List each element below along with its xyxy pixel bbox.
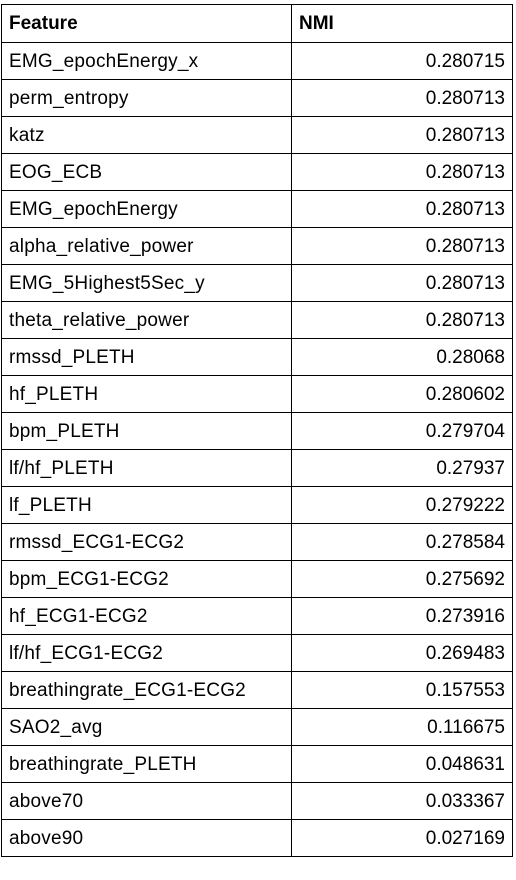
feature-cell[interactable]: lf_PLETH [1, 486, 292, 524]
table-row: bpm_PLETH 0.279704 [1, 412, 513, 450]
table-row: hf_ECG1-ECG2 0.273916 [1, 597, 513, 635]
table-row: lf_PLETH 0.279222 [1, 486, 513, 524]
feature-cell[interactable]: above70 [1, 782, 292, 820]
nmi-cell[interactable]: 0.280713 [291, 264, 513, 302]
table-row: EMG_epochEnergy_x 0.280715 [1, 42, 513, 80]
table-row: SAO2_avg 0.116675 [1, 708, 513, 746]
table-row: rmssd_PLETH 0.28068 [1, 338, 513, 376]
feature-cell[interactable]: alpha_relative_power [1, 227, 292, 265]
nmi-cell[interactable]: 0.027169 [291, 819, 513, 857]
nmi-cell[interactable]: 0.279222 [291, 486, 513, 524]
table-row: hf_PLETH 0.280602 [1, 375, 513, 413]
table-row: rmssd_ECG1-ECG2 0.278584 [1, 523, 513, 561]
table-row: perm_entropy 0.280713 [1, 79, 513, 117]
feature-cell[interactable]: theta_relative_power [1, 301, 292, 339]
feature-cell[interactable]: bpm_PLETH [1, 412, 292, 450]
nmi-cell[interactable]: 0.116675 [291, 708, 513, 746]
nmi-cell[interactable]: 0.280713 [291, 79, 513, 117]
feature-cell[interactable]: bpm_ECG1-ECG2 [1, 560, 292, 598]
table-row: alpha_relative_power 0.280713 [1, 227, 513, 265]
nmi-cell[interactable]: 0.27937 [291, 449, 513, 487]
nmi-cell[interactable]: 0.280713 [291, 153, 513, 191]
feature-cell[interactable]: hf_ECG1-ECG2 [1, 597, 292, 635]
table-row: theta_relative_power 0.280713 [1, 301, 513, 339]
feature-cell[interactable]: SAO2_avg [1, 708, 292, 746]
feature-cell[interactable]: EMG_5Highest5Sec_y [1, 264, 292, 302]
feature-cell[interactable]: rmssd_PLETH [1, 338, 292, 376]
table-row: lf/hf_ECG1-ECG2 0.269483 [1, 634, 513, 672]
table-row: above70 0.033367 [1, 782, 513, 820]
nmi-cell[interactable]: 0.280713 [291, 190, 513, 228]
table-row: breathingrate_ECG1-ECG2 0.157553 [1, 671, 513, 709]
feature-cell[interactable]: lf/hf_PLETH [1, 449, 292, 487]
nmi-cell[interactable]: 0.278584 [291, 523, 513, 561]
table-row: EMG_epochEnergy 0.280713 [1, 190, 513, 228]
feature-cell[interactable]: breathingrate_ECG1-ECG2 [1, 671, 292, 709]
nmi-cell[interactable]: 0.157553 [291, 671, 513, 709]
table-row: katz 0.280713 [1, 116, 513, 154]
header-nmi[interactable]: NMI [291, 4, 513, 43]
feature-cell[interactable]: breathingrate_PLETH [1, 745, 292, 783]
table-row: EMG_5Highest5Sec_y 0.280713 [1, 264, 513, 302]
table-row: bpm_ECG1-ECG2 0.275692 [1, 560, 513, 598]
nmi-cell[interactable]: 0.280713 [291, 116, 513, 154]
header-row: Feature NMI [1, 4, 513, 43]
feature-cell[interactable]: rmssd_ECG1-ECG2 [1, 523, 292, 561]
nmi-cell[interactable]: 0.280602 [291, 375, 513, 413]
feature-cell[interactable]: hf_PLETH [1, 375, 292, 413]
nmi-cell[interactable]: 0.269483 [291, 634, 513, 672]
feature-cell[interactable]: lf/hf_ECG1-ECG2 [1, 634, 292, 672]
nmi-cell[interactable]: 0.048631 [291, 745, 513, 783]
table-row: breathingrate_PLETH 0.048631 [1, 745, 513, 783]
feature-cell[interactable]: perm_entropy [1, 79, 292, 117]
feature-nmi-table: Feature NMI EMG_epochEnergy_x 0.280715 per… [1, 4, 513, 857]
nmi-cell[interactable]: 0.280713 [291, 301, 513, 339]
table-row: above90 0.027169 [1, 819, 513, 857]
feature-cell[interactable]: EMG_epochEnergy [1, 190, 292, 228]
header-feature[interactable]: Feature [1, 4, 292, 43]
nmi-cell[interactable]: 0.28068 [291, 338, 513, 376]
feature-cell[interactable]: EOG_ECB [1, 153, 292, 191]
nmi-cell[interactable]: 0.280713 [291, 227, 513, 265]
feature-cell[interactable]: above90 [1, 819, 292, 857]
nmi-cell[interactable]: 0.273916 [291, 597, 513, 635]
nmi-cell[interactable]: 0.279704 [291, 412, 513, 450]
table-row: lf/hf_PLETH 0.27937 [1, 449, 513, 487]
table-row: EOG_ECB 0.280713 [1, 153, 513, 191]
nmi-cell[interactable]: 0.275692 [291, 560, 513, 598]
nmi-cell[interactable]: 0.280715 [291, 42, 513, 80]
table-body: EMG_epochEnergy_x 0.280715 perm_entropy 0.2… [1, 42, 513, 857]
nmi-cell[interactable]: 0.033367 [291, 782, 513, 820]
spreadsheet-table-container: Feature NMI EMG_epochEnergy_x 0.280715 per… [1, 4, 513, 857]
feature-cell[interactable]: EMG_epochEnergy_x [1, 42, 292, 80]
feature-cell[interactable]: katz [1, 116, 292, 154]
